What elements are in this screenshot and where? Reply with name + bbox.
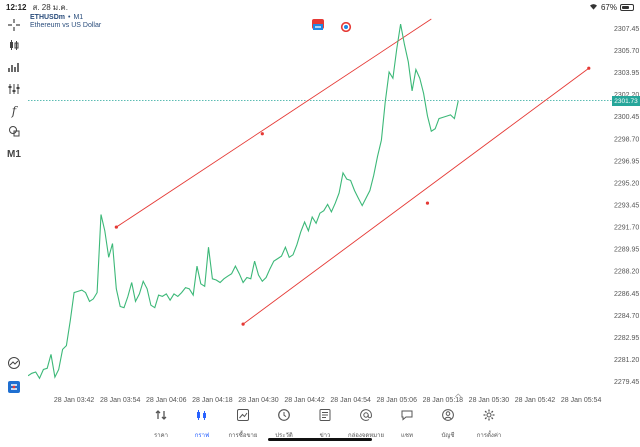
indicators-icon[interactable] xyxy=(4,80,24,98)
trendline-anchor xyxy=(241,322,245,326)
status-date: ส. 28 ม.ค. xyxy=(32,2,68,12)
price-tick-label: 2281.20 xyxy=(614,357,639,364)
status-time: 12:12 xyxy=(6,2,27,12)
drawing-toolbar: f M1 xyxy=(0,14,28,404)
price-tick-label: 2305.70 xyxy=(614,48,639,55)
trendline-anchor xyxy=(587,66,591,70)
chart-overlay-icons xyxy=(312,19,352,33)
nav-item-6[interactable]: แชท xyxy=(387,404,428,447)
account-icon xyxy=(441,408,455,427)
nav-item-0[interactable]: ราคา xyxy=(141,404,182,447)
price-tick-label: 2298.70 xyxy=(614,136,639,143)
trendline-anchor xyxy=(260,132,264,136)
time-tick-label: 28 Jan 05:06 xyxy=(376,397,417,404)
wifi-icon xyxy=(589,3,598,12)
price-tick-label: 2300.45 xyxy=(614,114,639,121)
price-chart[interactable]: 2307.45 2305.70 2303.95 2302.20 2300.45 2298.… xyxy=(27,14,640,404)
crosshair-icon[interactable] xyxy=(4,16,24,34)
time-tick-label: 28 Jan 05:30 xyxy=(469,397,510,404)
nav-label: แชท xyxy=(401,433,413,439)
history-icon xyxy=(277,408,291,427)
time-tick-label: 28 Jan 04:54 xyxy=(330,397,371,404)
price-tick-label: 2296.95 xyxy=(614,158,639,165)
nav-item-1[interactable]: กราฟ xyxy=(182,404,223,447)
nav-label: กราฟ xyxy=(194,433,210,439)
symbol-timeframe: M1 xyxy=(73,14,84,21)
trendline-1 xyxy=(242,67,590,325)
settings-icon xyxy=(482,408,496,427)
chart-area[interactable]: 2307.45 2305.70 2303.95 2302.20 2300.45 2298.… xyxy=(27,14,640,404)
home-indicator xyxy=(268,438,372,441)
battery-percent: 67% xyxy=(600,2,617,12)
status-bar: 12:12 ส. 28 ม.ค. 67% xyxy=(0,0,640,14)
chart-type-icon[interactable] xyxy=(4,58,24,76)
price-tick-label: 2279.45 xyxy=(614,379,639,386)
symbol-header: ETHUSDm • M1 Ethereum vs US Dollar xyxy=(30,14,101,29)
price-tick-label: 2295.20 xyxy=(614,180,639,187)
trade-toggle-icon[interactable] xyxy=(340,19,352,33)
objects-icon[interactable] xyxy=(4,122,24,140)
nav-label: บัญชี xyxy=(441,433,455,439)
function-icon[interactable]: f xyxy=(11,104,17,118)
nav-item-3[interactable]: ประวัติ xyxy=(264,404,305,447)
symbol-name: ETHUSDm xyxy=(30,14,66,21)
broker-logo-icon[interactable] xyxy=(4,378,24,396)
time-tick-label: 28 Jan 03:42 xyxy=(54,397,95,404)
nav-item-2[interactable]: การซื้อขาย xyxy=(223,404,264,447)
news-icon xyxy=(318,408,332,427)
price-tick-label: 2291.70 xyxy=(614,225,639,232)
nav-label: การตั้งค่า xyxy=(476,433,502,439)
nav-item-8[interactable]: การตั้งค่า xyxy=(469,404,510,447)
time-tick-label: 28 Jan 05:42 xyxy=(515,397,556,404)
bottom-nav: ราคา กราฟ การซื้อขาย ประวัติ ข่าว กล่องจดหมาย… xyxy=(0,404,640,447)
battery-icon xyxy=(620,3,634,11)
status-right: 67% xyxy=(589,3,634,12)
nav-label: การซื้อขาย xyxy=(228,433,258,439)
chat-icon xyxy=(400,408,414,427)
price-tick-label: 2302.20 xyxy=(614,92,639,99)
time-tick-label: 28 Jan 05:54 xyxy=(561,397,602,404)
candles-icon[interactable] xyxy=(4,36,24,54)
timeframe-button[interactable]: M1 xyxy=(7,148,21,160)
trade-signal-icon[interactable] xyxy=(4,354,24,372)
quotes-icon xyxy=(154,408,168,427)
battery-fill xyxy=(622,5,629,9)
time-tick-label: 28 Jan 04:06 xyxy=(146,397,187,404)
price-tick-label: 2286.45 xyxy=(614,291,639,298)
scroll-marker-icon xyxy=(454,393,462,398)
trendline-anchor xyxy=(114,225,118,229)
one-click-trading-icon[interactable] xyxy=(312,19,324,30)
time-tick-label: 28 Jan 03:54 xyxy=(100,397,141,404)
nav-item-4[interactable]: ข่าว xyxy=(305,404,346,447)
nav-item-5[interactable]: กล่องจดหมาย xyxy=(346,404,387,447)
price-tick-label: 2289.95 xyxy=(614,247,639,254)
trade-icon xyxy=(236,408,250,427)
price-tick-label: 2307.45 xyxy=(614,26,639,33)
symbol-description: Ethereum vs US Dollar xyxy=(30,22,102,29)
nav-label: ราคา xyxy=(154,433,168,439)
last-price-badge: 2301.73 xyxy=(612,96,640,106)
price-tick-label: 2288.20 xyxy=(614,269,639,276)
time-tick-label: 28 Jan 04:18 xyxy=(192,397,233,404)
time-tick-label: 28 Jan 04:30 xyxy=(238,397,279,404)
symbol-separator: • xyxy=(68,14,71,21)
chart-icon xyxy=(195,408,209,427)
nav-label: กล่องจดหมาย xyxy=(347,433,385,439)
nav-item-7[interactable]: บัญชี xyxy=(428,404,469,447)
price-line-series-0 xyxy=(27,23,459,380)
nav-label: ประวัติ xyxy=(275,433,293,439)
trendline-anchor xyxy=(425,201,430,205)
price-tick-label: 2303.95 xyxy=(614,70,639,77)
price-tick-label: 2284.70 xyxy=(614,313,639,320)
trendline-0 xyxy=(116,18,432,228)
mailbox-icon xyxy=(359,408,373,427)
price-tick-label: 2293.45 xyxy=(614,203,639,210)
price-tick-label: 2282.95 xyxy=(614,335,639,342)
nav-label: ข่าว xyxy=(319,433,331,439)
time-tick-label: 28 Jan 04:42 xyxy=(284,397,325,404)
time-tick-label: 28 Jan 05:18 xyxy=(423,397,464,404)
